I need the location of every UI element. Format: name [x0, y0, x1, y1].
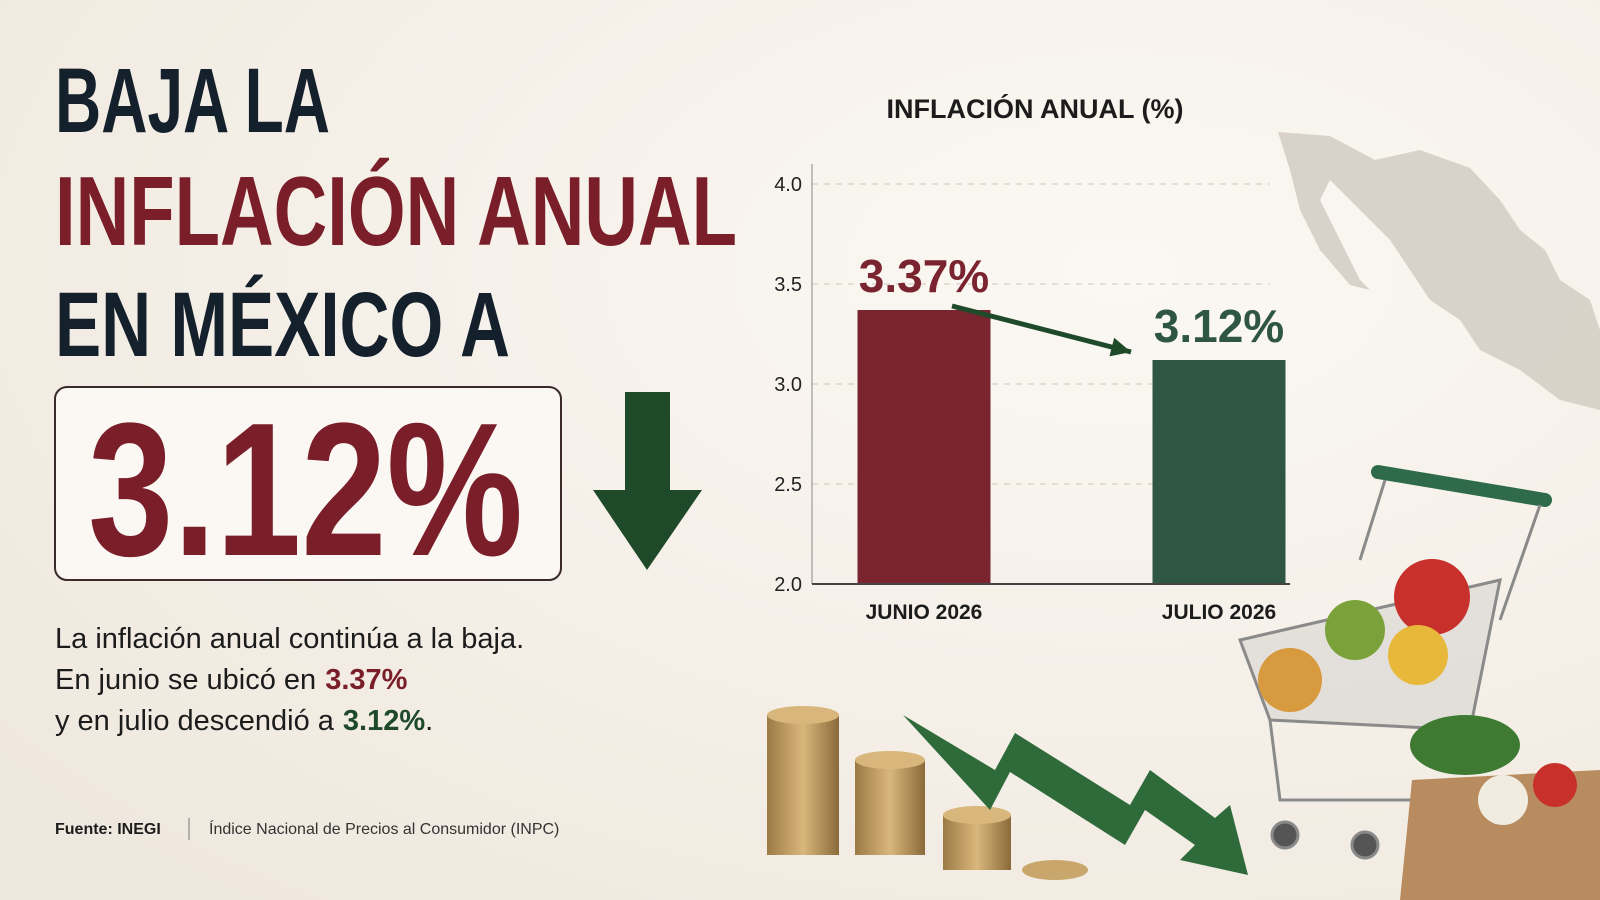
- footer-source: Fuente: INEGI: [55, 821, 161, 838]
- highlight-box: [54, 386, 562, 581]
- value-label: 3.12%: [1154, 300, 1284, 352]
- summary-text: y en julio descendió a: [55, 705, 335, 737]
- trend-arrow-head: [1109, 337, 1131, 357]
- zigzag-arrow: [903, 715, 1248, 875]
- lime-decoration: [1325, 600, 1385, 660]
- y-tick-label: 2.5: [774, 474, 802, 496]
- bar: [857, 310, 991, 584]
- summary-line: y en julio descendió a 3.12%.: [55, 705, 433, 737]
- summary-text: En junio se ubicó en: [55, 664, 316, 696]
- headline-line: INFLACIÓN ANUAL: [55, 156, 737, 266]
- y-tick-label: 4.0: [774, 174, 802, 196]
- map-decoration: [1278, 132, 1600, 410]
- trend-arrow: [951, 303, 1132, 355]
- down-arrow: [593, 392, 702, 570]
- greens-decoration: [1410, 715, 1520, 775]
- x-tick-label: JULIO 2026: [1162, 601, 1276, 624]
- value-label: 3.37%: [859, 250, 989, 302]
- bar-chart: INFLACIÓN ANUAL (%) 2.0 2.5 3.0 3.5 4.0 JUNIO…: [774, 93, 1290, 624]
- bread-decoration: [1258, 648, 1322, 712]
- tomato-decoration: [1533, 763, 1577, 807]
- highlight-value: 3.12%: [88, 384, 523, 596]
- summary-line: En junio se ubicó en 3.37%: [55, 664, 408, 696]
- chart-title: INFLACIÓN ANUAL (%): [887, 93, 1184, 124]
- y-tick-label: 3.0: [774, 374, 802, 396]
- coins-decoration: [767, 706, 1088, 880]
- lemon-decoration: [1388, 625, 1448, 685]
- footer-description: Índice Nacional de Precios al Consumidor…: [209, 819, 559, 838]
- headline-line: BAJA LA: [55, 50, 330, 152]
- summary-value: 3.12%: [343, 705, 425, 737]
- headline-line: EN MÉXICO A: [55, 273, 510, 376]
- tomato-decoration: [1394, 559, 1470, 635]
- summary-value: 3.37%: [325, 664, 407, 696]
- x-tick-label: JUNIO 2026: [866, 601, 983, 624]
- summary-text: .: [425, 705, 433, 737]
- bar: [1152, 360, 1286, 584]
- summary-line: La inflación anual continúa a la baja.: [55, 623, 524, 655]
- y-tick-label: 2.0: [774, 574, 802, 596]
- y-tick-label: 3.5: [774, 274, 802, 296]
- onion-decoration: [1478, 775, 1528, 825]
